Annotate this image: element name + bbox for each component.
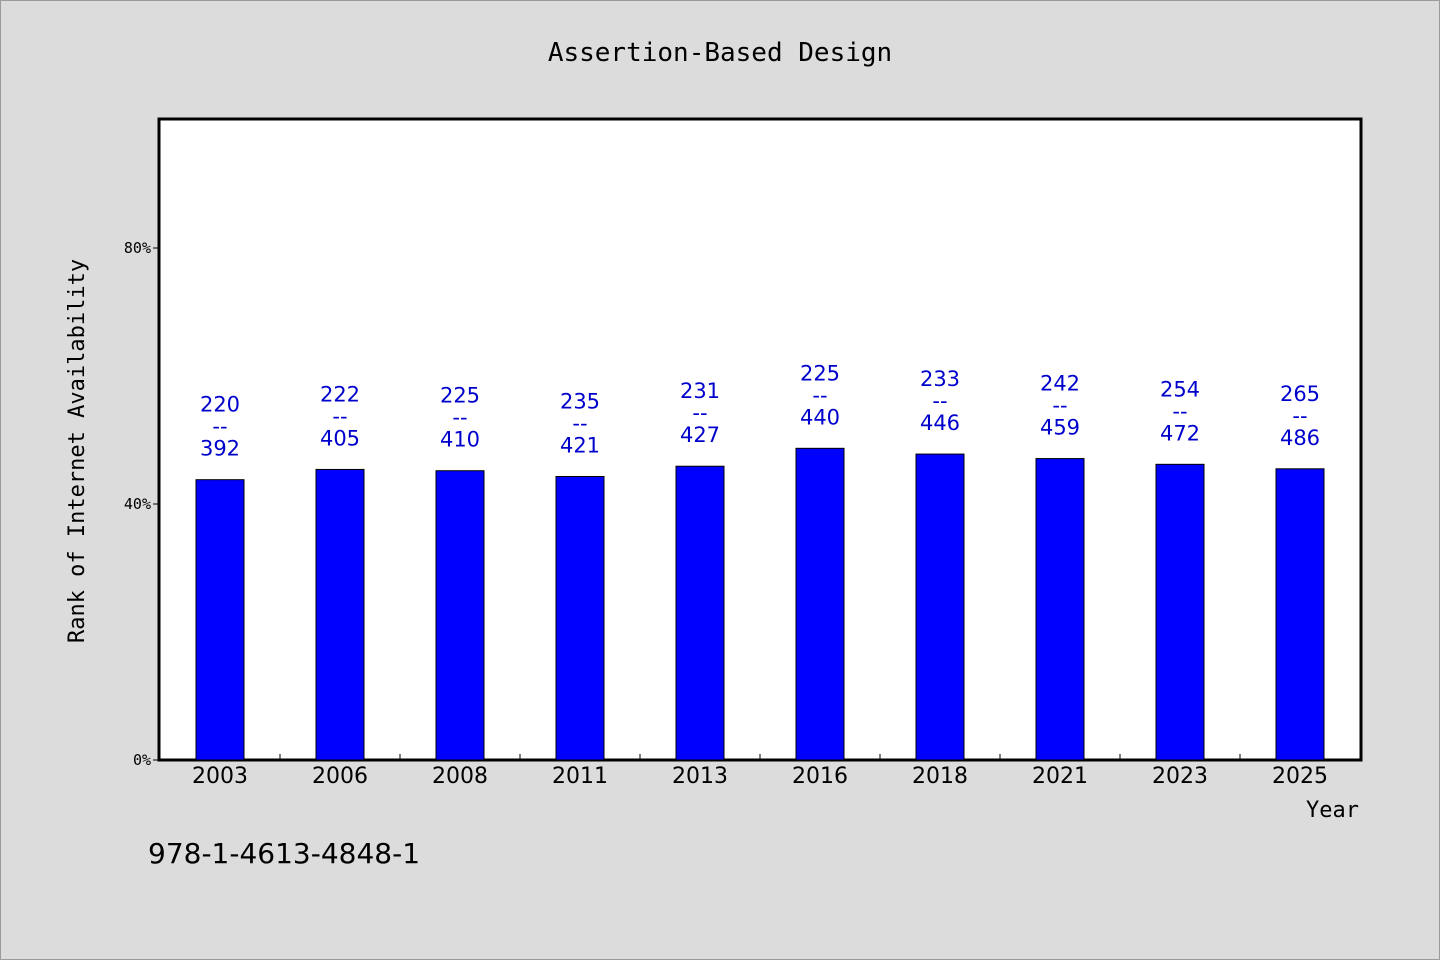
bar-label-separator: -- xyxy=(692,401,707,425)
bar-label-separator: -- xyxy=(452,406,467,430)
y-axis: 0% 40% 80% xyxy=(124,239,160,769)
bar-label-separator: -- xyxy=(572,411,587,435)
bar-label-bottom: 459 xyxy=(1040,416,1080,440)
bar-labels-group: 220--392222--405225--410235--421231--427… xyxy=(200,361,1320,460)
bar-label-separator: -- xyxy=(1292,404,1307,428)
bar-label-separator: -- xyxy=(1052,394,1067,418)
bar xyxy=(1035,458,1085,761)
bar xyxy=(315,468,365,761)
x-tick-label: 2021 xyxy=(1032,764,1088,789)
bar-label-bottom: 410 xyxy=(440,428,480,452)
x-tick-label: 2023 xyxy=(1152,764,1208,789)
bar-label-top: 225 xyxy=(800,361,840,385)
x-tick-label: 2008 xyxy=(432,764,488,789)
bar-label-top: 233 xyxy=(920,367,960,391)
bar xyxy=(1275,468,1325,761)
bar-label-separator: -- xyxy=(932,389,947,413)
x-tick-label: 2006 xyxy=(312,764,368,789)
bar-label-bottom: 405 xyxy=(320,426,360,450)
bar-label-bottom: 472 xyxy=(1160,421,1200,445)
y-tick-label: 0% xyxy=(133,751,151,769)
y-tick-label: 80% xyxy=(124,239,151,257)
bar-label-bottom: 440 xyxy=(800,405,840,429)
bar xyxy=(795,447,845,761)
bar-label-bottom: 421 xyxy=(560,433,600,457)
bar-label-top: 225 xyxy=(440,384,480,408)
bar-label-separator: -- xyxy=(1172,399,1187,423)
bar-label-top: 265 xyxy=(1280,382,1320,406)
x-tick-label: 2013 xyxy=(672,764,728,789)
x-tick-label: 2011 xyxy=(552,764,608,789)
bars-group xyxy=(195,447,1325,761)
bar-label-bottom: 446 xyxy=(920,411,960,435)
bar xyxy=(555,475,605,761)
bar xyxy=(1155,463,1205,761)
bar-label-bottom: 486 xyxy=(1280,426,1320,450)
chart-title: Assertion-Based Design xyxy=(548,38,892,68)
bar-label-top: 242 xyxy=(1040,372,1080,396)
bar-label-bottom: 392 xyxy=(200,437,240,461)
bar-label-bottom: 427 xyxy=(680,423,720,447)
x-tick-label: 2016 xyxy=(792,764,848,789)
bar xyxy=(675,465,725,761)
bar-label-top: 231 xyxy=(680,379,720,403)
x-tick-label: 2003 xyxy=(192,764,248,789)
bar-label-top: 220 xyxy=(200,393,240,417)
bar-label-top: 222 xyxy=(320,382,360,406)
bar xyxy=(915,453,965,761)
bar-label-separator: -- xyxy=(212,415,227,439)
x-axis-label: Year xyxy=(1306,798,1359,823)
bar-label-separator: -- xyxy=(812,383,827,407)
x-axis: 2003 2006 2008 2011 2013 2016 2018 2021 2023 2025 xyxy=(192,754,1328,789)
bar-label-top: 235 xyxy=(560,389,600,413)
x-tick-label: 2025 xyxy=(1272,764,1328,789)
y-tick-label: 40% xyxy=(124,495,151,513)
bar xyxy=(435,470,485,761)
bar xyxy=(195,479,245,761)
x-tick-label: 2018 xyxy=(912,764,968,789)
isbn-label: 978-1-4613-4848-1 xyxy=(148,837,420,870)
bar-label-separator: -- xyxy=(332,404,347,428)
y-axis-label: Rank of Internet Availability xyxy=(65,259,90,643)
bar-label-top: 254 xyxy=(1160,377,1200,401)
